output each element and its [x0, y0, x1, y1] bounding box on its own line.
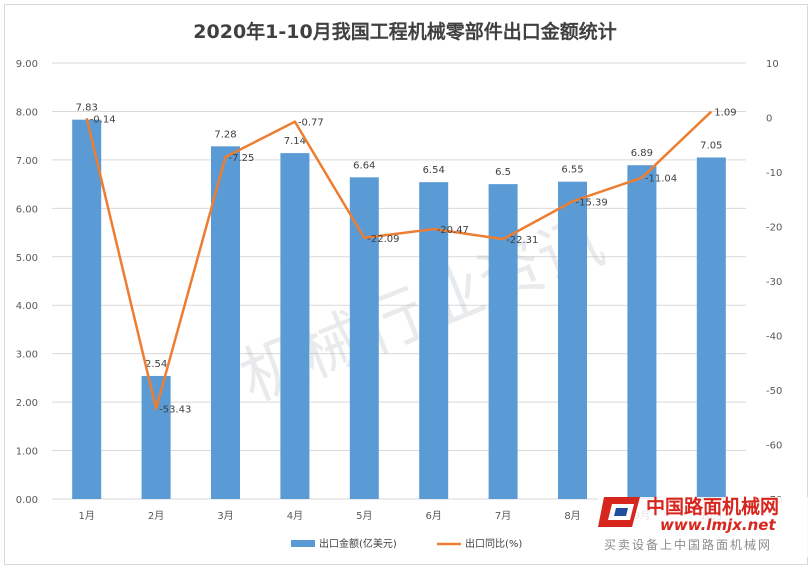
bar: [72, 119, 102, 500]
line-data-label: -22.31: [506, 235, 538, 246]
line-data-label: -7.25: [229, 153, 255, 164]
bar: [211, 146, 240, 499]
right-tick-label: 0: [766, 114, 772, 125]
x-tick-label: 1月: [79, 510, 95, 522]
bar: [488, 184, 518, 499]
left-tick-label: 7.00: [16, 156, 38, 167]
line-data-label: 1.09: [714, 108, 736, 119]
legend-bar-swatch: [291, 540, 315, 547]
bar-data-labels: 7.83 2.54 7.28 7.14 6.64 6.54 6.5 6.55 6.89 7.05: [76, 103, 723, 370]
line-data-labels: -0.14 -53.43 -7.25 -0.77 -22.09 -20.47 -22.31 -…: [90, 108, 737, 416]
line-data-label: -11.04: [645, 174, 677, 185]
right-tick-label: -50: [766, 386, 782, 397]
line-data-label: -0.77: [298, 118, 324, 129]
bar-series: [72, 119, 726, 500]
right-tick-label: -60: [766, 441, 782, 452]
right-tick-label: -20: [766, 223, 782, 234]
bar: [280, 153, 310, 499]
bar-data-label: 7.05: [700, 140, 722, 151]
right-tick-label: -40: [766, 332, 782, 343]
chart-frame: [4, 4, 808, 565]
logo-url: www.lmjx.net: [660, 516, 776, 534]
bar-data-label: 6.55: [561, 165, 583, 176]
x-tick-label: 4月: [287, 510, 303, 522]
legend-line-label: 出口同比(%): [465, 537, 522, 550]
line-data-label: -20.47: [437, 225, 469, 236]
left-tick-label: 1.00: [16, 447, 38, 458]
legend-bar-label: 出口金额(亿美元): [319, 537, 397, 550]
bar: [419, 182, 449, 499]
line-data-label: -0.14: [90, 114, 116, 125]
bar-data-label: 7.28: [214, 129, 236, 140]
logo-emblem-icon: [598, 497, 640, 527]
left-tick-label: 6.00: [16, 204, 38, 215]
left-axis-ticks: 0.00 1.00 2.00 3.00 4.00 5.00 6.00 7.00 8.00 9.00: [16, 59, 38, 506]
chart-title: 2020年1-10月我国工程机械零部件出口金额统计: [193, 20, 616, 43]
left-tick-label: 9.00: [16, 59, 38, 70]
bar-data-label: 6.54: [423, 165, 445, 176]
logo-name: 中国路面机械网: [646, 495, 779, 518]
bar: [558, 181, 587, 499]
bar: [627, 165, 657, 499]
left-tick-label: 5.00: [16, 253, 38, 264]
line-data-label: -22.09: [367, 234, 399, 245]
bar-data-label: 7.83: [76, 103, 98, 114]
legend: 出口金额(亿美元) 出口同比(%): [291, 537, 522, 550]
logo-slogan: 买卖设备上中国路面机械网: [604, 537, 772, 552]
line-data-label: -53.43: [159, 405, 191, 416]
bar-data-label: 2.54: [145, 359, 167, 370]
left-tick-label: 4.00: [16, 301, 38, 312]
right-axis-ticks: 100-10-20-30-40-50-60-70: [766, 59, 782, 506]
right-tick-label: -10: [766, 168, 782, 179]
left-tick-label: 0.00: [16, 495, 38, 506]
left-tick-label: 3.00: [16, 350, 38, 361]
bar-data-label: 6.5: [495, 167, 511, 178]
x-tick-label: 8月: [564, 510, 580, 522]
x-tick-label: 6月: [426, 510, 442, 522]
right-tick-label: -30: [766, 277, 782, 288]
line-path: [85, 110, 713, 410]
bar: [141, 375, 171, 499]
left-tick-label: 2.00: [16, 398, 38, 409]
bar: [696, 157, 726, 499]
line-data-label: -15.39: [576, 197, 608, 208]
bar-data-label: 6.89: [631, 148, 653, 159]
x-tick-label: 2月: [148, 510, 164, 522]
bar-data-label: 7.14: [284, 136, 306, 147]
bar: [349, 177, 379, 499]
left-tick-label: 8.00: [16, 107, 38, 118]
right-tick-label: 10: [766, 59, 779, 70]
bar-data-label: 6.64: [353, 160, 375, 171]
site-logo: 中国路面机械网 www.lmjx.net 买卖设备上中国路面机械网: [598, 495, 810, 557]
line-series: [85, 110, 713, 410]
x-tick-label: 7月: [495, 510, 511, 522]
x-tick-label: 5月: [356, 510, 372, 522]
x-tick-label: 3月: [217, 510, 233, 522]
